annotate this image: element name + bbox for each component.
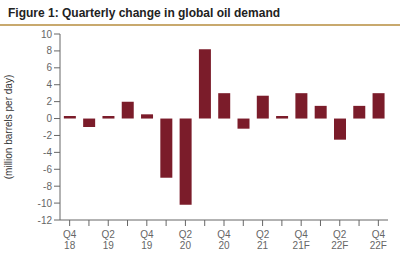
svg-text:0: 0	[46, 113, 52, 124]
svg-text:(million barrels per day): (million barrels per day)	[8, 75, 14, 179]
html-text:Figure 1: Quarterly change in: Figure 1: Quarterly change in global oil…	[8, 6, 280, 20]
svg-text:Q220: Q220	[179, 229, 193, 251]
svg-text:-10: -10	[38, 198, 53, 209]
svg-text:Q419: Q419	[140, 229, 154, 251]
svg-text:-4: -4	[43, 147, 52, 158]
svg-text:-12: -12	[38, 215, 53, 226]
svg-text:Q222F: Q222F	[331, 229, 348, 251]
svg-text:10: 10	[41, 29, 53, 40]
svg-text:2: 2	[46, 96, 52, 107]
svg-text:8: 8	[46, 45, 52, 56]
svg-text:Q418: Q418	[63, 229, 77, 251]
svg-text:-6: -6	[43, 164, 52, 175]
svg-text:6: 6	[46, 62, 52, 73]
svg-text:Q420: Q420	[217, 229, 231, 251]
svg-text:Q219: Q219	[102, 229, 116, 251]
svg-text:4: 4	[46, 79, 52, 90]
svg-text:Q422F: Q422F	[370, 229, 387, 251]
svg-text:-2: -2	[43, 130, 52, 141]
svg-text:-8: -8	[43, 181, 52, 192]
svg-text:Q221: Q221	[256, 229, 270, 251]
svg-text:Q421F: Q421F	[293, 229, 310, 251]
